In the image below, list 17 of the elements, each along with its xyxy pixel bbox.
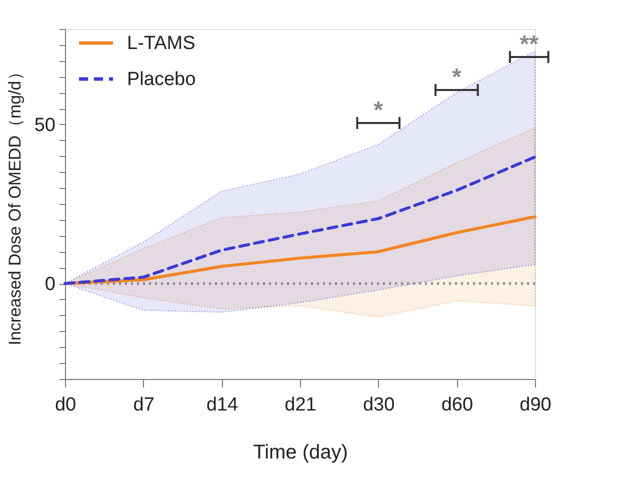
annotation: ** <box>520 31 540 58</box>
y-axis-title: Increased Dose Of OMEDD（mg/d） <box>5 64 24 346</box>
x-axis-title: Time (day) <box>253 442 348 464</box>
y-tick-label: 50 <box>34 114 56 136</box>
legend-label: L-TAMS <box>127 33 196 54</box>
legend-label: Placebo <box>127 69 196 90</box>
x-tick-label: d7 <box>133 394 154 416</box>
x-tick-label: d0 <box>54 394 76 416</box>
x-tick-label: d90 <box>520 394 552 416</box>
x-tick-label: d21 <box>284 394 316 416</box>
annotation: * <box>452 64 462 91</box>
x-tick-label: d60 <box>441 394 474 416</box>
line-series <box>64 155 536 286</box>
x-tick-label: d30 <box>362 394 395 416</box>
y-tick-label: 0 <box>44 274 56 296</box>
x-tick-label: d14 <box>206 394 238 416</box>
annotation: * <box>374 97 384 124</box>
